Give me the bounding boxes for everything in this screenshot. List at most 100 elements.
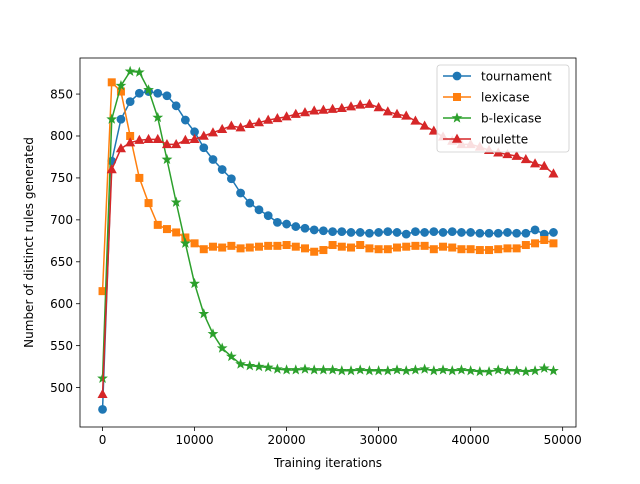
data-point-tournament xyxy=(98,404,107,414)
data-point-lexicase xyxy=(521,241,530,250)
data-point-b-lexicase xyxy=(538,362,550,373)
data-point-lexicase xyxy=(172,228,181,237)
series-b-lexicase xyxy=(97,65,559,383)
data-point-lexicase xyxy=(402,242,411,251)
data-point-lexicase xyxy=(199,245,208,254)
data-point-lexicase xyxy=(310,247,319,256)
data-point-b-lexicase xyxy=(299,363,311,374)
data-point-b-lexicase xyxy=(189,277,200,289)
data-point-b-lexicase xyxy=(216,342,228,353)
data-point-roulette xyxy=(502,149,513,159)
data-point-tournament xyxy=(153,88,163,98)
data-point-roulette xyxy=(97,388,108,399)
data-point-roulette xyxy=(391,108,403,118)
data-point-tournament xyxy=(355,228,365,237)
data-point-b-lexicase xyxy=(179,237,191,248)
data-point-roulette xyxy=(263,114,274,124)
data-point-roulette xyxy=(272,112,283,123)
data-point-lexicase xyxy=(273,241,282,250)
data-point-b-lexicase xyxy=(133,66,145,77)
axes-layer: 0 10000 20000 30000 40000 50000 500 550 600 650 70… xyxy=(22,57,582,470)
data-point-b-lexicase xyxy=(253,360,265,372)
data-point-b-lexicase xyxy=(419,363,431,374)
data-point-roulette xyxy=(161,138,173,149)
data-point-lexicase xyxy=(337,242,346,251)
data-point-lexicase xyxy=(365,244,374,253)
data-point-tournament xyxy=(503,228,512,237)
data-point-b-lexicase xyxy=(198,308,210,319)
legend-entry-lexicase: lexicase xyxy=(443,91,530,105)
data-point-lexicase xyxy=(254,242,263,251)
data-point-roulette xyxy=(327,103,338,113)
data-point-lexicase xyxy=(162,225,171,234)
data-point-roulette xyxy=(530,158,541,168)
data-point-tournament xyxy=(328,227,338,236)
data-point-b-lexicase xyxy=(410,364,421,375)
data-point-lexicase xyxy=(319,246,328,255)
data-point-lexicase xyxy=(439,242,448,251)
data-point-b-lexicase xyxy=(244,360,256,371)
data-point-roulette xyxy=(309,105,320,115)
data-point-roulette xyxy=(336,102,347,113)
data-point-lexicase xyxy=(448,243,457,252)
data-point-b-lexicase xyxy=(474,365,486,377)
data-point-lexicase xyxy=(494,245,503,254)
data-point-roulette xyxy=(281,111,292,121)
data-point-tournament xyxy=(401,229,411,239)
data-point-tournament xyxy=(411,227,420,236)
legend-entry-tournament: tournament xyxy=(443,70,552,84)
data-point-b-lexicase xyxy=(529,365,541,376)
data-point-b-lexicase xyxy=(373,365,385,376)
series-lexicase xyxy=(98,78,558,296)
data-point-b-lexicase xyxy=(235,358,246,369)
data-point-tournament xyxy=(318,226,328,236)
y-tick-label: 750 xyxy=(50,171,73,185)
data-point-tournament xyxy=(226,174,236,184)
data-point-lexicase xyxy=(540,235,549,244)
data-point-lexicase xyxy=(485,246,494,255)
data-point-tournament xyxy=(493,228,503,238)
data-point-lexicase xyxy=(328,241,337,250)
data-point-lexicase xyxy=(512,244,521,253)
data-point-lexicase xyxy=(227,241,236,250)
data-point-roulette xyxy=(428,125,439,135)
x-axis-label: Training iterations xyxy=(273,456,382,470)
data-point-roulette xyxy=(106,164,117,174)
data-point-b-lexicase xyxy=(308,364,320,375)
legend-label-tournament: tournament xyxy=(481,70,552,84)
data-point-tournament xyxy=(392,228,402,237)
data-point-tournament xyxy=(337,227,347,236)
data-point-tournament xyxy=(208,155,218,164)
data-point-roulette xyxy=(382,106,393,116)
y-tick-label: 600 xyxy=(50,297,73,311)
data-point-b-lexicase xyxy=(354,364,366,375)
data-point-roulette xyxy=(318,104,329,114)
data-point-tournament xyxy=(484,228,494,238)
y-tick-label: 700 xyxy=(50,213,73,227)
data-point-roulette xyxy=(410,115,421,125)
y-tick-label: 800 xyxy=(50,129,73,143)
data-point-tournament xyxy=(438,228,448,237)
data-point-tournament xyxy=(272,217,282,227)
data-point-tournament xyxy=(171,101,181,111)
data-point-tournament xyxy=(466,228,476,237)
legend-entry-roulette: roulette xyxy=(443,133,528,147)
data-point-lexicase xyxy=(503,244,512,253)
data-point-tournament xyxy=(365,228,374,238)
data-point-roulette xyxy=(235,122,246,132)
data-point-roulette xyxy=(548,168,559,178)
data-point-b-lexicase xyxy=(124,65,136,77)
data-point-lexicase xyxy=(282,241,291,250)
legend-label-roulette: roulette xyxy=(481,133,528,147)
data-point-lexicase xyxy=(208,242,217,251)
data-point-b-lexicase xyxy=(106,113,118,124)
data-point-tournament xyxy=(217,165,227,174)
data-point-b-lexicase xyxy=(511,365,523,376)
data-point-tournament xyxy=(475,228,485,238)
data-point-roulette xyxy=(244,118,255,128)
data-point-lexicase xyxy=(411,241,420,250)
data-point-tournament xyxy=(549,228,558,237)
data-point-roulette xyxy=(125,137,136,147)
data-point-roulette xyxy=(253,117,265,127)
